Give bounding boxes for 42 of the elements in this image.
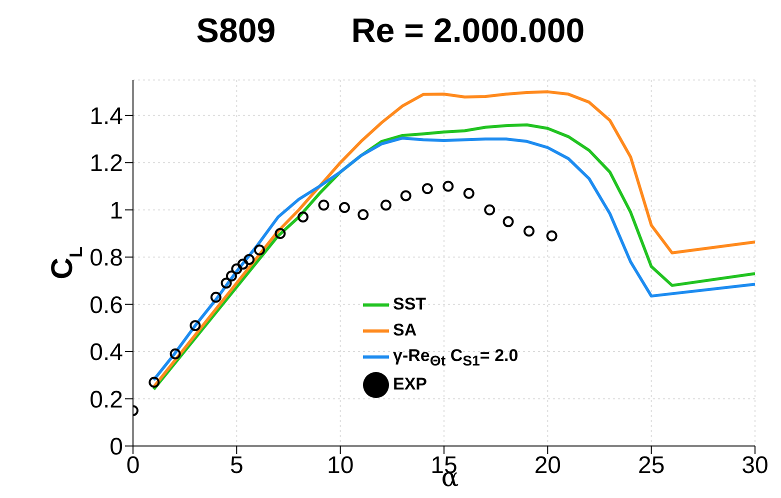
point <box>318 200 330 211</box>
legend-label: SA <box>393 320 417 340</box>
y-tick-label: 1.4 <box>90 102 123 130</box>
point <box>422 183 433 194</box>
point <box>298 211 309 222</box>
point <box>524 226 535 237</box>
point <box>254 244 265 256</box>
point <box>244 254 255 265</box>
point <box>400 190 412 202</box>
point <box>502 216 514 228</box>
x-tick-label: 10 <box>326 452 354 480</box>
y-tick-label: 0.8 <box>90 244 123 272</box>
x-tick-label: 25 <box>638 452 665 480</box>
point <box>220 278 232 289</box>
y-tick-label: 0.6 <box>90 292 123 319</box>
point <box>148 376 160 388</box>
legend-label: SST <box>393 294 426 314</box>
point <box>546 230 558 242</box>
point <box>484 204 496 216</box>
point <box>226 270 237 282</box>
point <box>170 348 181 360</box>
point <box>442 180 454 192</box>
point <box>190 320 201 332</box>
y-tick-label: 0.4 <box>90 339 123 366</box>
y-tick-label: 1.2 <box>90 150 123 178</box>
y-tick-label: 0 <box>110 434 123 461</box>
point <box>463 188 474 199</box>
x-tick-label: 30 <box>742 452 768 480</box>
point <box>380 200 392 211</box>
x-tick-label: 5 <box>230 452 244 480</box>
point <box>210 292 222 303</box>
chart-title: S809 Re = 2.000.000 <box>195 12 586 51</box>
legend-label: γ-Re$_{Θt}$ C$_{S1}$= 2.0 <box>393 346 518 370</box>
point <box>274 228 286 239</box>
point <box>358 209 369 220</box>
point <box>338 202 350 214</box>
x-tick-label: 20 <box>534 452 562 480</box>
y-tick-label: 1 <box>110 197 123 224</box>
y-tick-label: 0.2 <box>90 386 123 414</box>
point <box>231 263 242 274</box>
point <box>237 258 248 270</box>
legend-label: EXP <box>393 374 428 394</box>
